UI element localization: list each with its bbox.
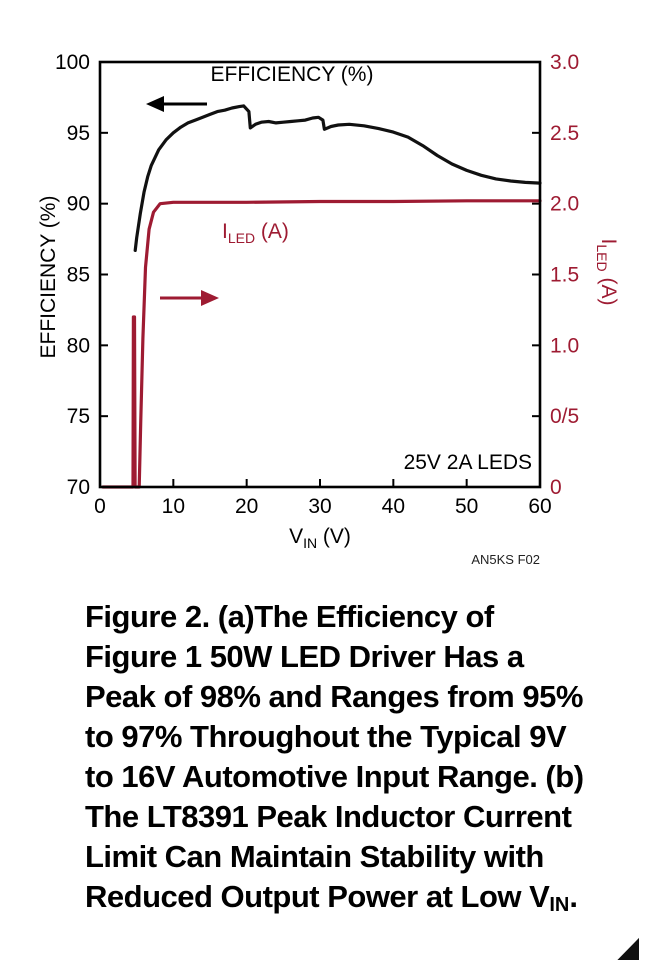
y-left-tick-label: 80 <box>67 334 90 357</box>
y-left-tick-label: 90 <box>67 193 90 216</box>
plot-frame <box>98 60 542 489</box>
x-axis-title: VIN (V) <box>289 525 351 551</box>
caption-line: Reduced Output Power at Low VIN. <box>85 879 578 916</box>
x-tick-label: 20 <box>235 495 258 518</box>
y-left-tick-label: 95 <box>67 122 90 145</box>
y-right-tick-label: 3.0 <box>550 51 579 74</box>
y-right-tick-label: 2.5 <box>550 122 579 145</box>
y-left-axis-title: EFFICIENCY (%) <box>37 196 60 359</box>
caption-line: Figure 2. (a)The Efficiency of <box>85 599 494 634</box>
led-config-annotation: 25V 2A LEDS <box>404 451 532 474</box>
caption-line: Figure 1 50W LED Driver Has a <box>85 639 524 674</box>
efficiency-arrow-left-icon <box>146 96 164 112</box>
iled-curve-label: ILED (A) <box>222 220 289 246</box>
figure-caption: Figure 2. (a)The Efficiency of Figure 1 5… <box>85 597 640 925</box>
y-right-tick-label: 1.5 <box>550 264 579 287</box>
y-right-tick-label: 0/5 <box>550 405 579 428</box>
y-left-tick-label: 70 <box>67 476 90 499</box>
efficiency-chart: 0 10 20 30 40 50 60 70 75 80 85 90 95 100 0 0/5 1.0 1.5 2.… <box>37 51 620 567</box>
y-right-tick-label: 0 <box>550 476 562 499</box>
iled-arrow-right-icon <box>201 290 219 306</box>
y-right-tick-label: 1.0 <box>550 334 579 357</box>
y-left-tick-label: 100 <box>55 51 90 74</box>
caption-line: The LT8391 Peak Inductor Current <box>85 799 572 834</box>
x-tick-label: 60 <box>528 495 551 518</box>
caption-line: to 97% Throughout the Typical 9V <box>85 719 567 754</box>
caption-line: Peak of 98% and Ranges from 95% <box>85 679 583 714</box>
y-left-tick-label: 75 <box>67 405 90 428</box>
caption-line: to 16V Automotive Input Range. (b) <box>85 759 584 794</box>
x-tick-label: 10 <box>162 495 185 518</box>
x-tick-label: 40 <box>382 495 405 518</box>
corner-watermark-icon <box>617 937 639 960</box>
caption-line: Limit Can Maintain Stability with <box>85 839 544 874</box>
y-right-axis-title: ILED (A) <box>594 239 620 306</box>
efficiency-curve-label: EFFICIENCY (%) <box>211 63 374 86</box>
x-tick-label: 30 <box>308 495 331 518</box>
x-tick-label: 50 <box>455 495 478 518</box>
caption-subscript: IN <box>549 894 570 916</box>
series-efficiency <box>133 104 542 252</box>
x-tick-label: 0 <box>94 495 106 518</box>
y-right-tick-label: 2.0 <box>550 193 579 216</box>
figure-ref-code: AN5KS F02 <box>471 552 540 567</box>
efficiency-vs-vin-plot: 0 10 20 30 40 50 60 70 75 80 85 90 95 100 0 0/5 1.0 1.5 2.… <box>37 51 620 567</box>
y-left-tick-label: 85 <box>67 264 90 287</box>
series-iled <box>101 199 542 489</box>
